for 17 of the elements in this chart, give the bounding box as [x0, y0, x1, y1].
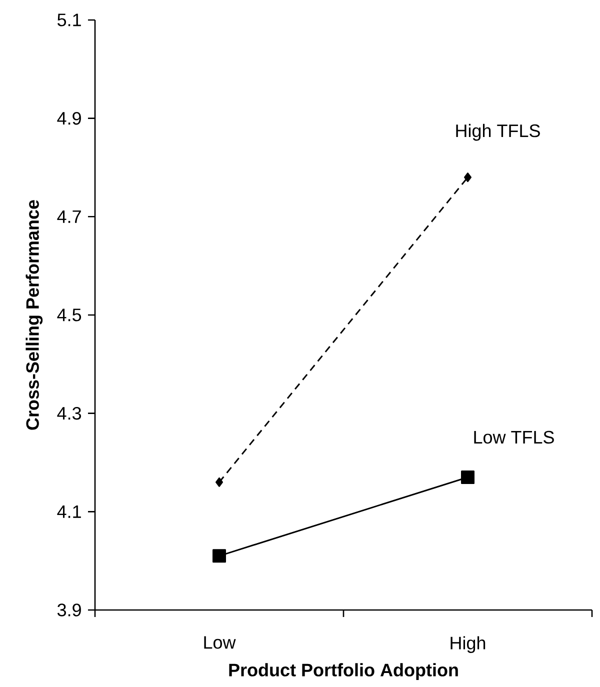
y-tick-label: 4.3 [57, 406, 82, 420]
y-tick-label: 3.9 [57, 604, 81, 616]
y-tick-label: 4.1 [57, 505, 81, 518]
point [464, 172, 472, 182]
series-label: Low TFLS [474, 430, 554, 444]
y-tick-label: 4.5 [57, 308, 82, 322]
x-tick-label: Low [204, 636, 236, 649]
point [216, 477, 224, 487]
series-label: High TFLS [456, 124, 540, 141]
y-tick-label: 5.1 [57, 14, 81, 26]
point [212, 549, 226, 563]
y-axis-title: Cross-Selling Performance [26, 200, 43, 430]
y-tick-label: 4.7 [57, 210, 81, 223]
x-tick-label: High [450, 636, 486, 653]
point [461, 470, 475, 484]
x-axis-title: Product Portfolio Adoption [229, 663, 458, 680]
y-tick-label: 4.9 [57, 112, 81, 125]
